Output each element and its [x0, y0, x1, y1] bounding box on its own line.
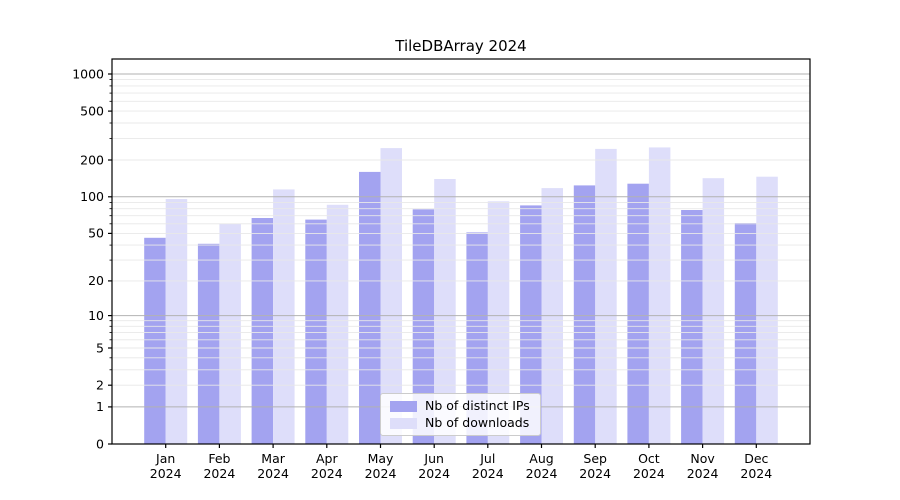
- x-tick-label-month: Mar: [261, 451, 285, 466]
- x-tick-label-year: 2024: [365, 466, 397, 481]
- y-tick-label: 1: [96, 399, 104, 414]
- x-tick-label-month: Jul: [479, 451, 495, 466]
- bar-downloads-mar: [273, 189, 295, 444]
- x-tick-label-year: 2024: [633, 466, 665, 481]
- y-tick-label: 5: [96, 340, 104, 355]
- x-tick-label-year: 2024: [740, 466, 772, 481]
- y-tick-label: 50: [88, 226, 104, 241]
- x-tick-label-month: Feb: [208, 451, 230, 466]
- bar-distinct-ips-sep: [573, 185, 596, 444]
- bar-downloads-oct: [648, 147, 671, 444]
- legend-item-downloads: Nb of downloads: [390, 416, 530, 430]
- bar-distinct-ips-may: [359, 171, 381, 444]
- y-tick-label: 500: [80, 103, 104, 118]
- bar-distinct-ips-aug: [520, 205, 542, 444]
- bar-downloads-dec: [756, 176, 778, 444]
- x-tick-label-year: 2024: [579, 466, 611, 481]
- x-tick-label-month: Oct: [638, 451, 660, 466]
- y-tick-label: 200: [80, 152, 104, 167]
- bar-distinct-ips-mar: [251, 218, 274, 444]
- x-tick-label-month: Jun: [423, 451, 444, 466]
- bar-distinct-ips-dec: [734, 223, 757, 444]
- x-tick-label-year: 2024: [311, 466, 343, 481]
- x-tick-label-month: Aug: [529, 451, 553, 466]
- axes-layer: [108, 58, 811, 448]
- bar-downloads-apr: [326, 204, 349, 444]
- legend-item-distinct-ips: Nb of distinct IPs: [390, 399, 530, 413]
- plot-border: [111, 58, 811, 445]
- y-tick-label: 10: [88, 308, 104, 323]
- x-tick-label-month: Jan: [155, 451, 175, 466]
- legend-swatch-distinct-ips: [390, 400, 417, 412]
- bar-downloads-nov: [702, 178, 725, 444]
- x-tick-label-year: 2024: [418, 466, 450, 481]
- bar-distinct-ips-apr: [305, 219, 327, 444]
- bar-distinct-ips-jan: [144, 237, 166, 444]
- legend-swatch-downloads: [390, 417, 417, 429]
- x-tick-label-month: Apr: [316, 451, 338, 466]
- x-tick-label-month: Nov: [690, 451, 715, 466]
- legend-label-downloads: Nb of downloads: [425, 415, 530, 430]
- y-tick-label: 0: [96, 436, 104, 451]
- axis-labels-layer: 01251020501002005001000Jan2024Feb2024Mar…: [72, 66, 772, 481]
- bar-distinct-ips-feb: [197, 243, 220, 444]
- y-tick-label: 20: [88, 273, 104, 288]
- x-tick-label-month: Sep: [583, 451, 607, 466]
- grid-layer: [112, 73, 810, 408]
- y-tick-label: 2: [96, 378, 104, 393]
- bar-downloads-sep: [595, 148, 617, 444]
- x-tick-label-month: Dec: [744, 451, 768, 466]
- x-tick-label-year: 2024: [150, 466, 182, 481]
- bar-downloads-feb: [219, 223, 241, 444]
- x-tick-label-year: 2024: [687, 466, 719, 481]
- x-tick-label-month: May: [368, 451, 394, 466]
- x-tick-label-year: 2024: [257, 466, 289, 481]
- y-tick-label: 100: [80, 189, 104, 204]
- legend: Nb of distinct IPs Nb of downloads: [380, 393, 541, 436]
- bar-distinct-ips-jul: [466, 232, 488, 444]
- legend-label-distinct-ips: Nb of distinct IPs: [425, 398, 530, 413]
- bar-distinct-ips-oct: [627, 183, 649, 444]
- x-tick-label-year: 2024: [526, 466, 558, 481]
- y-tick-label: 1000: [72, 66, 104, 81]
- chart-title: TileDBArray 2024: [394, 37, 526, 55]
- bar-downloads-jul: [487, 201, 510, 444]
- x-tick-label-year: 2024: [472, 466, 504, 481]
- x-tick-label-year: 2024: [203, 466, 235, 481]
